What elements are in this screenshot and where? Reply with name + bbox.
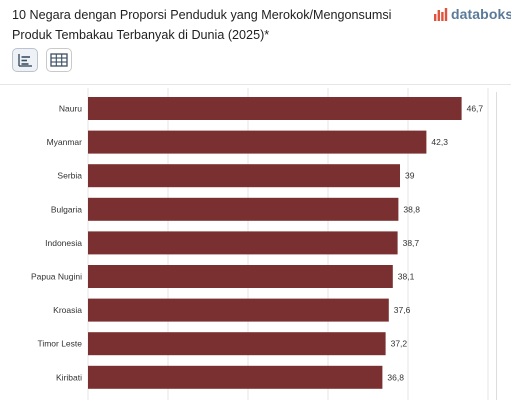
data-label: 38,8	[403, 204, 420, 214]
header-divider	[0, 84, 511, 85]
category-label: Timor Leste	[37, 339, 82, 349]
bar-kroasia[interactable]	[88, 298, 389, 322]
data-label: 37,2	[391, 339, 408, 349]
bar-bulgaria[interactable]	[88, 197, 399, 221]
chart-title-line-2: Produk Tembakau Terbanyak di Dunia (2025…	[12, 28, 270, 42]
data-label: 36,8	[387, 372, 404, 382]
category-label: Kiribati	[56, 372, 82, 382]
table-grid-icon	[50, 53, 68, 67]
brand-logo[interactable]: databoks	[433, 6, 511, 22]
bar-serbia[interactable]	[88, 164, 400, 188]
category-label: Serbia	[57, 171, 82, 181]
bar-nauru[interactable]	[88, 97, 462, 120]
category-label: Papua Nugini	[31, 272, 82, 282]
bar-kiribati[interactable]	[88, 365, 383, 389]
bar-myanmar[interactable]	[88, 130, 427, 154]
chart-title-line-1: 10 Negara dengan Proporsi Penduduk yang …	[12, 8, 392, 22]
bar-chart: Nauru 46,7 Myanmar 42,3 Serbia 39 Bulgaria 38,8…	[31, 88, 489, 400]
data-label: 46,7	[467, 104, 484, 114]
bar-chart-icon	[18, 54, 32, 67]
data-label: 39	[405, 171, 415, 181]
bar-timor-leste[interactable]	[88, 332, 386, 356]
brand-name: databoks	[451, 6, 511, 22]
chart-view-button[interactable]	[12, 48, 38, 72]
table-view-button[interactable]	[46, 48, 72, 72]
data-label: 38,7	[403, 238, 420, 248]
category-label: Myanmar	[47, 137, 83, 147]
bar-indonesia[interactable]	[88, 231, 398, 255]
category-label: Nauru	[59, 104, 82, 114]
data-label: 38,1	[398, 272, 415, 282]
category-label: Indonesia	[45, 238, 82, 248]
data-label: 42,3	[431, 137, 448, 147]
chart-title: 10 Negara dengan Proporsi Penduduk yang …	[12, 5, 392, 45]
bar-papua-nugini[interactable]	[88, 265, 393, 288]
category-label: Bulgaria	[51, 204, 82, 214]
scroll-track[interactable]	[496, 92, 497, 400]
category-label: Kroasia	[53, 305, 82, 315]
data-label: 37,6	[394, 305, 411, 315]
databoks-logo-icon	[434, 7, 448, 21]
